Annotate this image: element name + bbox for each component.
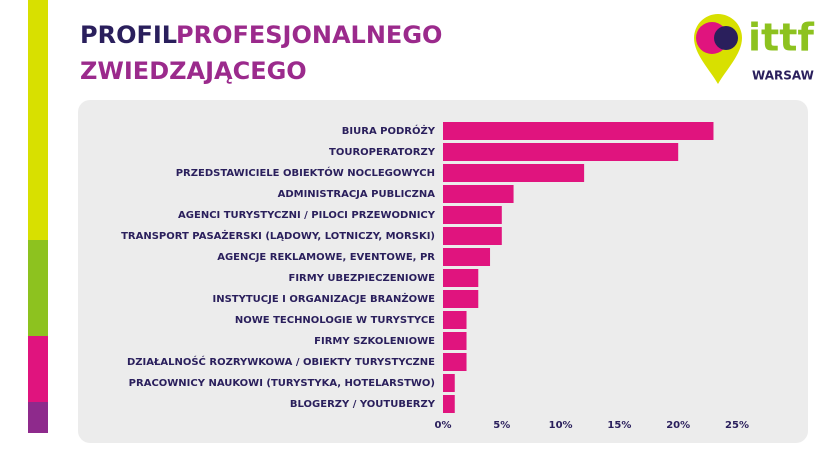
x-tick-label: 25% bbox=[725, 420, 749, 431]
bar bbox=[443, 290, 479, 308]
bar bbox=[443, 374, 455, 392]
logo-circle bbox=[714, 26, 738, 50]
side-stripe bbox=[28, 240, 48, 336]
bar bbox=[443, 353, 467, 371]
y-tick-label: ADMINISTRACJA PUBLICZNA bbox=[278, 189, 436, 200]
y-tick-label: TRANSPORT PASAŻERSKI (LĄDOWY, LOTNICZY, … bbox=[121, 228, 435, 242]
bar bbox=[443, 269, 479, 287]
bar bbox=[443, 122, 714, 140]
x-tick-label: 20% bbox=[666, 420, 690, 431]
y-tick-label: INSTYTUCJE I ORGANIZACJE BRANŻOWE bbox=[212, 291, 435, 305]
bar bbox=[443, 143, 679, 161]
bar bbox=[443, 227, 502, 245]
y-tick-label: BIURA PODRÓŻY bbox=[342, 123, 436, 137]
y-tick-label: AGENCI TURYSTYCZNI / PILOCI PRZEWODNICY bbox=[178, 210, 436, 221]
side-stripe bbox=[28, 402, 48, 433]
title: PROFIL bbox=[80, 21, 177, 49]
y-tick-label: FIRMY SZKOLENIOWE bbox=[314, 336, 435, 347]
logo: ittf WARSAW bbox=[694, 14, 814, 84]
side-stripe bbox=[28, 336, 48, 402]
y-tick-label: PRACOWNICY NAUKOWI (TURYSTYKA, HOTELARST… bbox=[129, 378, 435, 389]
y-tick-label: DZIAŁALNOŚĆ ROZRYWKOWA / OBIEKTY TURYSTY… bbox=[127, 355, 435, 368]
title: PROFESJONALNEGO bbox=[176, 21, 442, 49]
title: ZWIEDZAJĄCEGO bbox=[80, 57, 307, 85]
y-tick-label: PRZEDSTAWICIELE OBIEKTÓW NOCLEGOWYCH bbox=[176, 166, 435, 179]
x-tick-label: 5% bbox=[493, 420, 510, 431]
logo-subtitle: WARSAW bbox=[752, 69, 814, 83]
x-tick-label: 10% bbox=[549, 420, 573, 431]
bar bbox=[443, 395, 455, 413]
bar bbox=[443, 185, 514, 203]
y-tick-label: TOUROPERATORZY bbox=[329, 147, 436, 158]
x-tick-label: 15% bbox=[607, 420, 631, 431]
bar bbox=[443, 164, 585, 182]
side-stripe bbox=[28, 0, 48, 240]
y-tick-label: FIRMY UBEZPIECZENIOWE bbox=[288, 273, 435, 284]
bar bbox=[443, 332, 467, 350]
y-tick-label: NOWE TECHNOLOGIE W TURYSTYCE bbox=[235, 315, 435, 326]
logo-text: ittf bbox=[748, 16, 814, 60]
bar bbox=[443, 311, 467, 329]
bar bbox=[443, 206, 502, 224]
y-tick-label: AGENCJE REKLAMOWE, EVENTOWE, PR bbox=[217, 252, 435, 263]
x-tick-label: 0% bbox=[435, 420, 452, 431]
y-tick-label: BLOGERZY / YOUTUBERZY bbox=[290, 399, 436, 410]
bar bbox=[443, 248, 491, 266]
